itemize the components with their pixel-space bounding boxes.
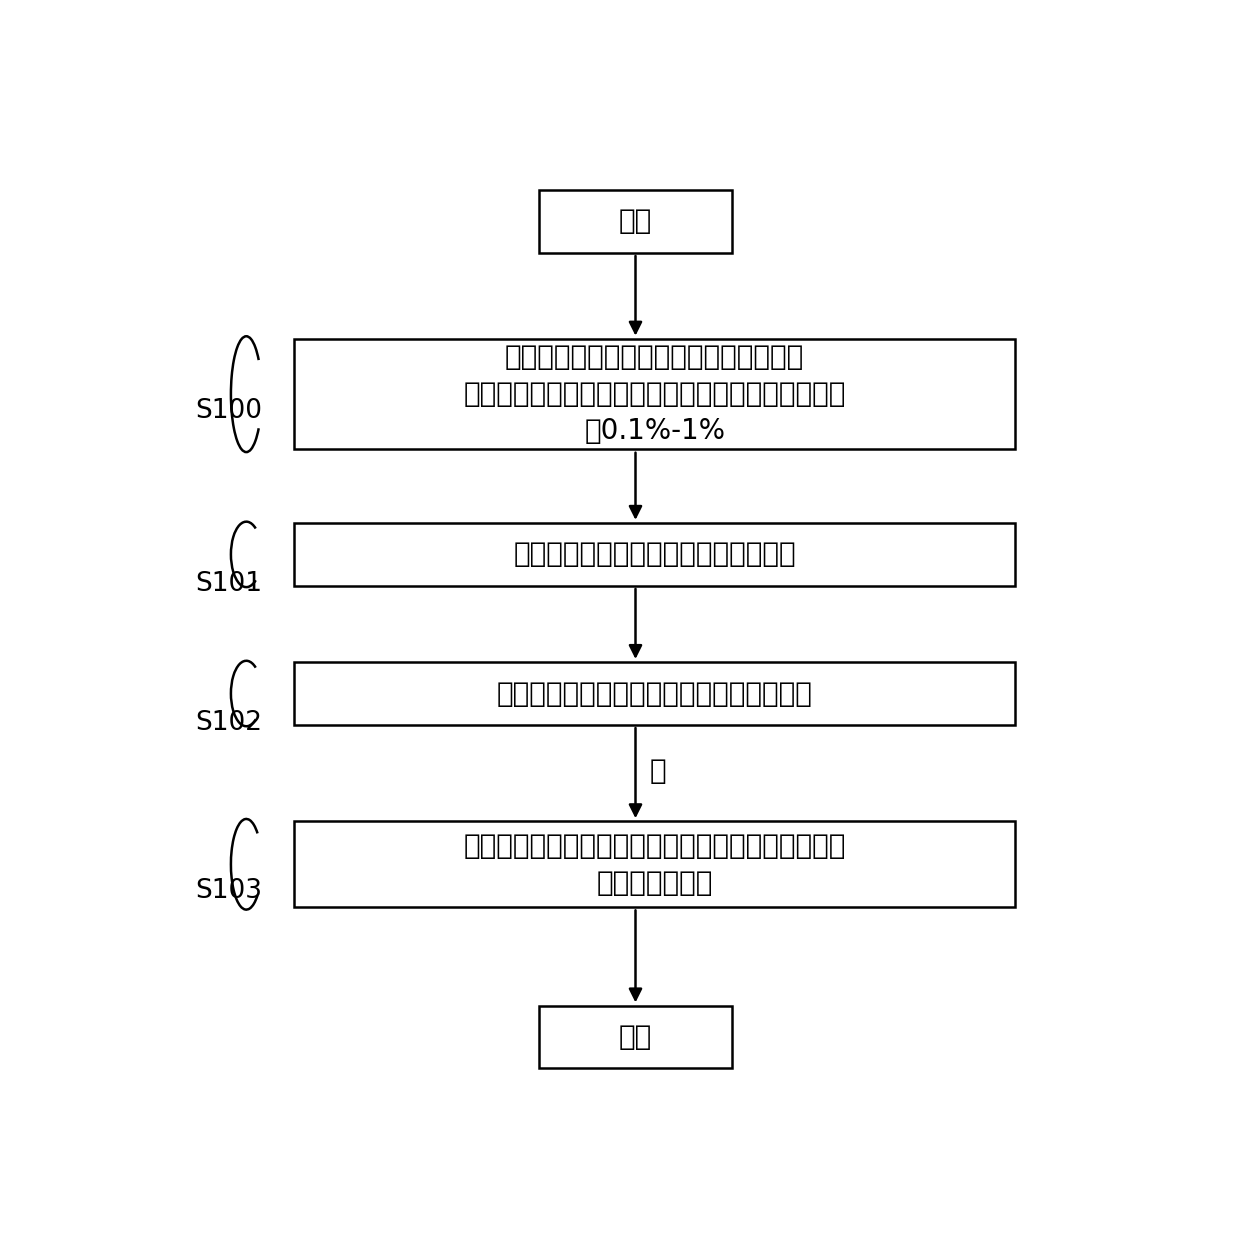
Text: 对待调电阻以蛇形刀口进行第一次切割，
以使待调电阻的阻值精度达到预定精度，预定精度介
于0.1%-1%: 对待调电阻以蛇形刀口进行第一次切割， 以使待调电阻的阻值精度达到预定精度，预定精… bbox=[464, 344, 846, 445]
FancyBboxPatch shape bbox=[294, 821, 1016, 907]
Text: 开始: 开始 bbox=[619, 208, 652, 235]
FancyBboxPatch shape bbox=[294, 523, 1016, 586]
Text: S101: S101 bbox=[196, 571, 263, 597]
Text: 结束: 结束 bbox=[619, 1023, 652, 1050]
Text: 是: 是 bbox=[650, 758, 667, 785]
Text: 确定激光调阻方案为依次以蛇形刀口和对切刀口对毛
坯电阻进行切割: 确定激光调阻方案为依次以蛇形刀口和对切刀口对毛 坯电阻进行切割 bbox=[464, 832, 846, 897]
Text: S102: S102 bbox=[196, 710, 263, 736]
FancyBboxPatch shape bbox=[539, 191, 732, 253]
Text: S100: S100 bbox=[196, 399, 263, 425]
FancyBboxPatch shape bbox=[539, 1006, 732, 1068]
Text: 判断待调电阻的阻值精度是否达到目标精度: 判断待调电阻的阻值精度是否达到目标精度 bbox=[497, 679, 812, 708]
Text: 对待调电阻以对切刀口进行第二次切割: 对待调电阻以对切刀口进行第二次切割 bbox=[513, 541, 796, 568]
Text: S103: S103 bbox=[196, 878, 263, 905]
FancyBboxPatch shape bbox=[294, 339, 1016, 450]
FancyBboxPatch shape bbox=[294, 663, 1016, 725]
